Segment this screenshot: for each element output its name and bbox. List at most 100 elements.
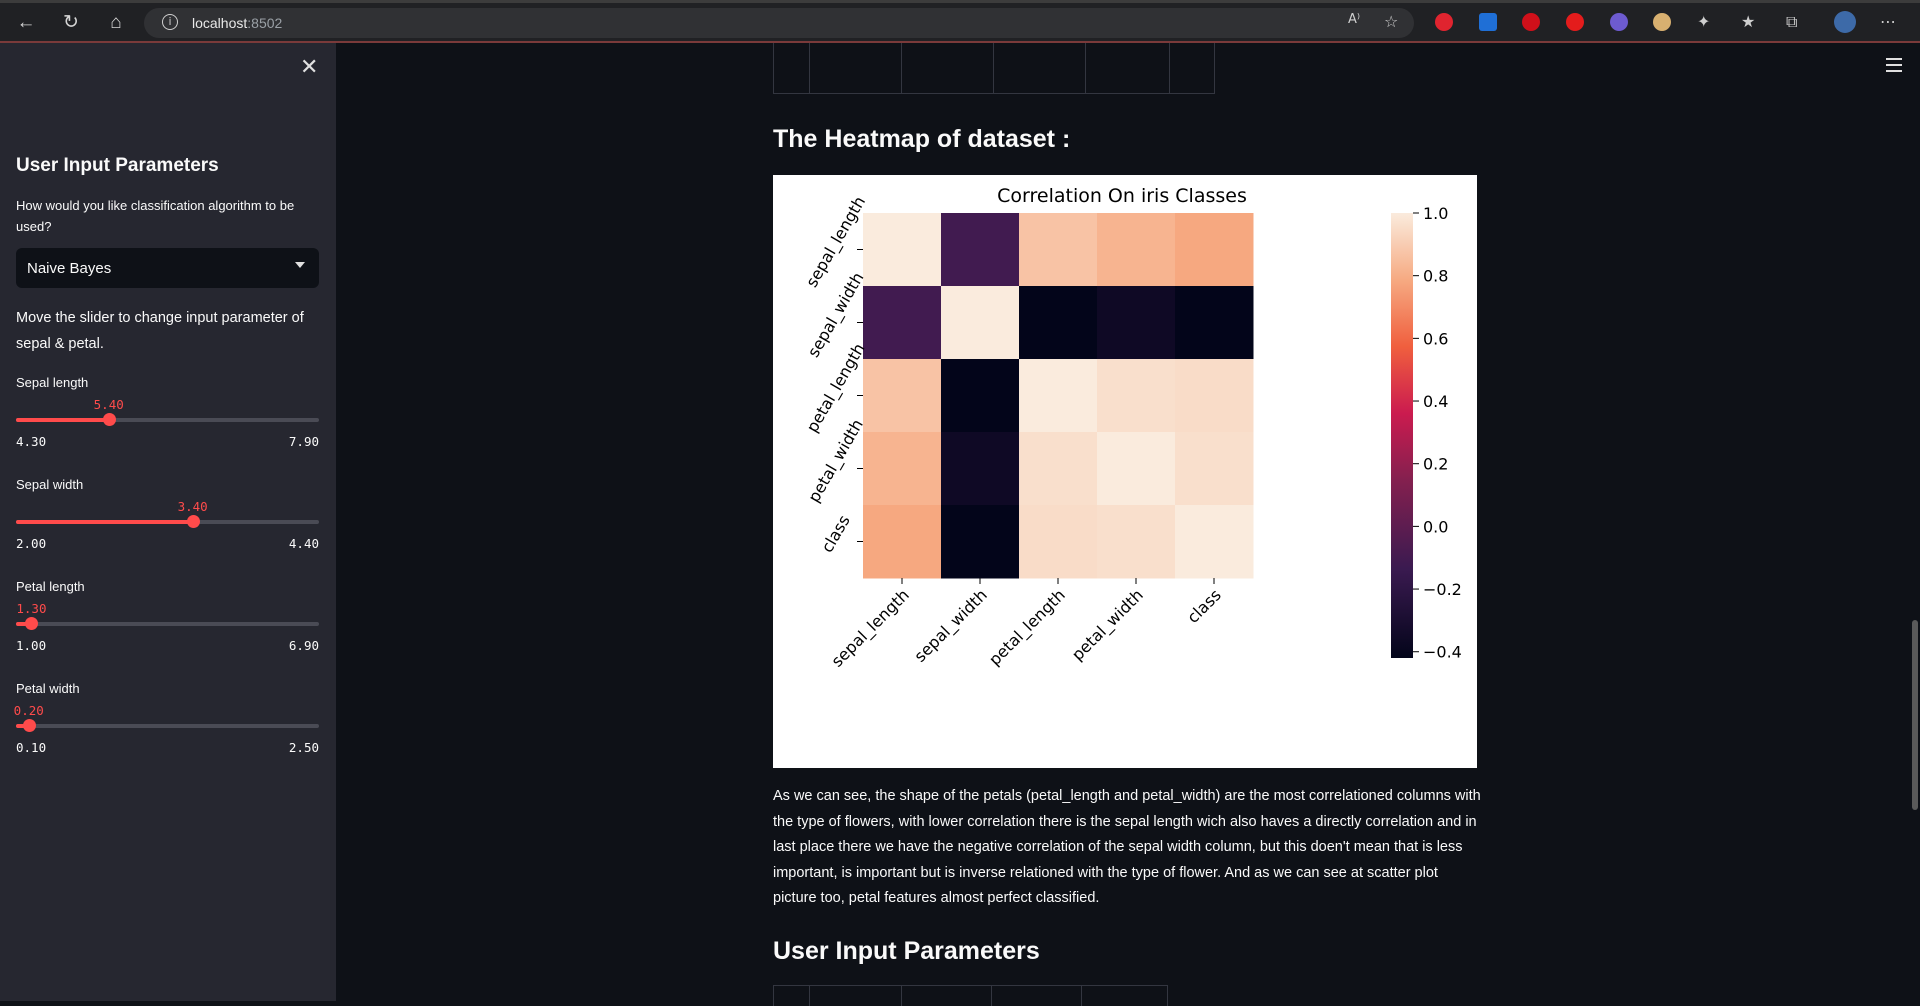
heatmap-cell (1175, 286, 1254, 360)
heatmap-figure: Correlation On iris Classes sepal_length… (773, 175, 1477, 768)
heatmap-cell (1097, 505, 1176, 579)
slider-sepal-length: Sepal length 5.40 4.30 7.90 (16, 375, 319, 455)
page-scrollbar[interactable] (1912, 620, 1918, 810)
slider-max: 6.90 (288, 638, 319, 653)
slider-help-text: Move the slider to change input paramete… (16, 310, 304, 352)
heatmap-cell (1097, 432, 1176, 506)
extension-3-icon[interactable] (1522, 13, 1540, 31)
read-aloud-icon[interactable]: A⁾ (1348, 12, 1361, 27)
home-icon[interactable]: ⌂ (110, 11, 122, 33)
heatmap-cell (863, 432, 942, 506)
slider-thumb[interactable] (22, 719, 36, 732)
slider-current-value: 1.30 (16, 601, 47, 616)
favorite-add-icon[interactable]: ☆ (1384, 12, 1399, 31)
slider-petal-length: Petal length 1.30 1.00 6.90 (16, 579, 319, 659)
extension-5-icon[interactable] (1610, 13, 1628, 31)
address-bar[interactable]: i localhost:8502 (144, 8, 1414, 38)
reload-icon[interactable]: ↻ (63, 12, 79, 33)
colorbar-tick-label: −0.4 (1423, 643, 1462, 662)
sidebar-title: User Input Parameters (16, 155, 219, 176)
site-info-icon[interactable]: i (162, 14, 178, 30)
heatmap-cell (1019, 286, 1098, 360)
heatmap-cell (863, 213, 942, 287)
algorithm-label: How would you like classification algori… (16, 198, 295, 234)
heatmap-cell (1097, 286, 1176, 360)
data-table-bottom-edge (773, 43, 1215, 94)
extension-4-icon[interactable] (1566, 13, 1584, 31)
heatmap-cell (941, 505, 1020, 579)
heatmap-cell (1097, 359, 1176, 433)
colorbar-tick-label: 0.0 (1423, 517, 1448, 536)
hamburger-menu-icon[interactable] (1886, 58, 1902, 76)
heatmap-cell (1019, 359, 1098, 433)
chevron-down-icon (295, 262, 305, 268)
colorbar-tick-label: 0.2 (1423, 455, 1448, 474)
extensions-icon[interactable]: ✦ (1697, 12, 1711, 31)
url-host: localhost (192, 15, 248, 31)
collections-icon[interactable]: ⧉ (1786, 12, 1798, 31)
slider-label: Petal width (16, 681, 80, 696)
heatmap-cell (1175, 432, 1254, 506)
slider-thumb[interactable] (25, 617, 39, 630)
slider-thumb[interactable] (102, 413, 116, 426)
back-icon[interactable]: ← (16, 11, 36, 33)
profile-avatar[interactable] (1834, 11, 1856, 33)
heatmap-heading: The Heatmap of dataset : (773, 125, 1071, 153)
slider-thumb[interactable] (186, 515, 200, 528)
slider-fill (16, 622, 32, 626)
x-tick-label: class (1183, 585, 1225, 627)
slider-sepal-width: Sepal width 3.40 2.00 4.40 (16, 477, 319, 557)
heatmap-cell (1019, 505, 1098, 579)
extension-1-icon[interactable] (1435, 13, 1453, 31)
colorbar (1391, 213, 1413, 658)
y-tick-label: class (817, 512, 853, 556)
heatmap-cell (941, 213, 1020, 287)
heatmap-cell (863, 359, 942, 433)
slider-fill (16, 724, 29, 728)
heatmap-chart: Correlation On iris Classes sepal_length… (802, 185, 1462, 671)
heatmap-cell (1019, 432, 1098, 506)
favorites-icon[interactable]: ★ (1741, 12, 1756, 31)
slider-label: Sepal width (16, 477, 84, 492)
colorbar-tick-label: −0.2 (1423, 580, 1462, 599)
slider-max: 7.90 (288, 434, 319, 449)
toolbar-divider (0, 41, 1920, 43)
url-text: localhost:8502 (192, 15, 282, 31)
heatmap-cell (863, 286, 942, 360)
algorithm-select[interactable]: Naive Bayes (16, 248, 319, 288)
x-tick-label: petal_width (1068, 585, 1148, 665)
slider-track[interactable] (16, 515, 319, 528)
sidebar: ✕ User Input Parameters How would you li… (0, 43, 336, 1001)
slider-fill (16, 418, 109, 422)
slider-track[interactable] (16, 413, 319, 426)
heatmap-cell (941, 432, 1020, 506)
slider-track[interactable] (16, 617, 319, 630)
heatmap-cell (1175, 213, 1254, 287)
slider-min: 0.10 (16, 740, 47, 755)
extension-2-icon[interactable] (1479, 13, 1497, 31)
colorbar-tick-label: 0.8 (1423, 267, 1448, 286)
slider-current-value: 5.40 (93, 397, 124, 412)
heatmap-cell (1175, 505, 1254, 579)
x-tick-label: sepal_width (910, 585, 991, 666)
explanation-text: As we can see, the shape of the petals (… (773, 788, 1481, 906)
algorithm-selected-value: Naive Bayes (27, 260, 112, 277)
more-options-icon[interactable]: ⋯ (1880, 12, 1896, 31)
slider-fill (16, 520, 193, 524)
close-icon[interactable]: ✕ (300, 55, 319, 80)
browser-toolbar: ← ↻ ⌂ i localhost:8502 A⁾ ☆ ✦ ★ ⧉ ⋯ (0, 0, 1920, 42)
user-input-table-top-edge (773, 985, 1168, 1006)
slider-track[interactable] (16, 719, 319, 732)
heatmap-cell (1019, 213, 1098, 287)
slider-current-value: 0.20 (13, 703, 44, 718)
slider-min: 2.00 (16, 536, 47, 551)
colorbar-tick-label: 1.0 (1423, 204, 1448, 223)
colorbar-tick-label: 0.4 (1423, 392, 1448, 411)
slider-petal-width: Petal width 0.20 0.10 2.50 (13, 681, 319, 761)
slider-min: 4.30 (16, 434, 47, 449)
x-tick-label: petal_length (985, 585, 1070, 670)
extension-6-icon[interactable] (1653, 13, 1671, 31)
slider-label: Petal length (16, 579, 85, 594)
heatmap-cell (863, 505, 942, 579)
colorbar-tick-label: 0.6 (1423, 329, 1448, 348)
